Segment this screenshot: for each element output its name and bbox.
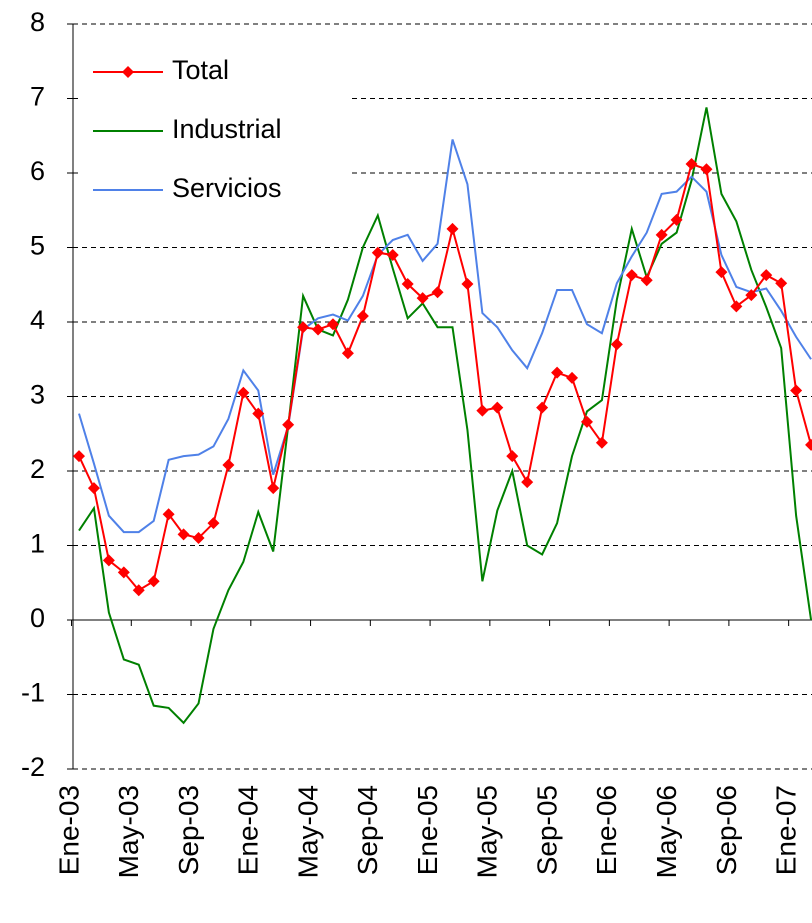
marker	[431, 286, 444, 299]
marker	[655, 228, 668, 241]
marker	[506, 450, 519, 463]
x-tick-label: Sep-04	[352, 785, 383, 875]
marker	[730, 300, 743, 313]
marker	[192, 532, 205, 545]
series-line	[78, 139, 812, 534]
y-tick-label: -2	[21, 752, 45, 782]
marker	[87, 482, 100, 495]
marker	[536, 401, 549, 414]
marker	[551, 366, 564, 379]
legend-label: Servicios	[172, 173, 282, 203]
marker	[371, 246, 384, 259]
marker	[715, 266, 728, 279]
marker	[117, 566, 130, 579]
y-tick-label: 2	[30, 454, 45, 484]
marker	[252, 407, 265, 420]
marker	[745, 289, 758, 302]
marker	[595, 436, 608, 449]
marker	[312, 323, 325, 336]
marker	[222, 459, 235, 472]
marker	[521, 476, 534, 489]
marker	[416, 292, 429, 305]
legend-label: Total	[172, 55, 229, 85]
x-tick-label: Ene-04	[233, 785, 264, 875]
marker	[147, 575, 160, 588]
x-tick-label: May-06	[651, 785, 682, 878]
marker	[491, 401, 504, 414]
y-tick-label: 3	[30, 380, 45, 410]
marker	[640, 274, 653, 287]
marker	[760, 269, 773, 282]
legend-marker	[122, 66, 134, 78]
marker	[566, 371, 579, 384]
marker	[476, 404, 489, 417]
marker	[790, 384, 803, 397]
y-tick-label: 5	[30, 231, 45, 261]
marker	[282, 418, 295, 431]
marker	[700, 163, 713, 176]
x-tick-label: May-04	[292, 785, 323, 878]
marker	[610, 338, 623, 351]
marker	[446, 222, 459, 235]
marker	[102, 554, 115, 567]
marker	[162, 508, 175, 521]
marker	[775, 277, 788, 290]
x-tick-label: Ene-03	[53, 785, 84, 875]
marker	[401, 278, 414, 291]
y-tick-label: 6	[30, 156, 45, 186]
x-tick-label: Sep-06	[711, 785, 742, 875]
marker	[461, 278, 474, 291]
marker	[386, 248, 399, 261]
y-tick-label: 7	[30, 82, 45, 112]
marker	[685, 158, 698, 171]
x-tick-label: May-03	[113, 785, 144, 878]
y-tick-label: 4	[30, 305, 45, 335]
y-tick-label: -1	[21, 678, 45, 708]
marker	[326, 318, 339, 331]
legend-label: Industrial	[172, 114, 282, 144]
x-tick-label: Sep-05	[531, 785, 562, 875]
marker	[177, 528, 190, 541]
y-tick-label: 8	[30, 7, 45, 37]
marker	[132, 584, 145, 597]
marker	[73, 450, 85, 463]
x-tick-label: Sep-03	[173, 785, 204, 875]
marker	[297, 321, 310, 334]
series-line	[78, 162, 812, 592]
marker	[341, 347, 354, 360]
x-tick-label: May-05	[472, 785, 503, 878]
x-tick-label: Ene-06	[591, 785, 622, 875]
marker	[625, 269, 638, 282]
y-tick-label: 1	[30, 529, 45, 559]
marker	[356, 310, 369, 323]
x-tick-label: Ene-07	[771, 785, 802, 875]
marker	[670, 213, 683, 226]
y-tick-label: 0	[30, 603, 45, 633]
series-line	[78, 107, 812, 725]
marker	[267, 482, 280, 495]
marker	[805, 438, 812, 451]
marker	[580, 415, 593, 428]
x-tick-label: Ene-05	[412, 785, 443, 875]
marker	[207, 517, 220, 530]
marker	[237, 386, 250, 399]
